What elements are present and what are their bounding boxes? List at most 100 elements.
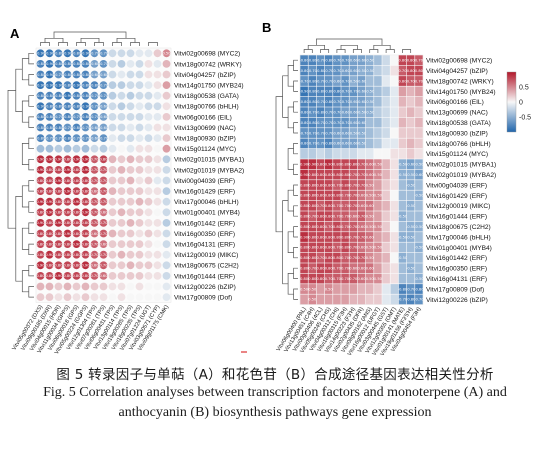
panel-a-cell-value: 0.60 bbox=[90, 189, 99, 193]
panel-a-cell bbox=[162, 208, 171, 217]
panel-a-cell bbox=[72, 102, 81, 111]
panel-a-row-label: Vitvi14g01750 (MYB24) bbox=[174, 83, 244, 90]
panel-a-cell-value: 0.80 bbox=[45, 221, 54, 225]
panel-a-cell-value: 0.70 bbox=[99, 179, 108, 183]
panel-b-cell bbox=[324, 96, 333, 107]
figure-graphic: A B -0.90 -0.90 -0.80 -0.90 -0.80 -0.90 -0.70-… bbox=[7, 20, 531, 357]
panel-b-cell-value: 0.60 bbox=[366, 204, 375, 208]
panel-b-cell bbox=[365, 221, 374, 232]
panel-b-cell-value: -0.80 bbox=[299, 121, 309, 125]
panel-b-cell bbox=[406, 211, 415, 222]
panel-a-cell-value: 0.80 bbox=[45, 242, 54, 246]
panel-b-cell-value: -0.50 bbox=[406, 173, 416, 177]
panel-a-cell-value: -0.90 bbox=[63, 94, 73, 98]
panel-a-col-dendrogram bbox=[40, 31, 158, 46]
panel-a-cell bbox=[81, 60, 90, 68]
panel-b-cell bbox=[415, 221, 423, 232]
panel-a-cell bbox=[126, 123, 135, 132]
panel-b-cell-value: 0.70 bbox=[316, 256, 325, 260]
panel-a-cell-value: 0.80 bbox=[81, 274, 90, 278]
panel-a-cell bbox=[99, 176, 108, 185]
panel-b-row-label: Vitvi18g00930 (bZIP) bbox=[426, 130, 488, 137]
panel-b-cell bbox=[333, 117, 341, 128]
panel-b-cell-value: 0.60 bbox=[357, 277, 366, 281]
panel-b-cell-value: -0.60 bbox=[357, 90, 367, 94]
panel-a-cell bbox=[126, 229, 135, 238]
panel-b-cell-value: -0.50 bbox=[357, 142, 367, 146]
panel-b-cell bbox=[333, 76, 341, 86]
panel-b-cell bbox=[374, 221, 382, 232]
panel-b-cell bbox=[374, 128, 382, 138]
panel-a-cell-value: -0.90 bbox=[45, 52, 55, 56]
panel-a-row-label: Vitvi13g00699 (NAC) bbox=[174, 125, 236, 132]
panel-b-cell-value: -0.70 bbox=[340, 59, 350, 63]
panel-b-cell bbox=[357, 117, 366, 128]
panel-b-cell bbox=[365, 273, 374, 284]
panel-a-cell bbox=[45, 282, 54, 291]
panel-b-cell bbox=[324, 65, 333, 76]
panel-a-cell-value: -0.80 bbox=[72, 105, 82, 109]
panel-a-cell bbox=[45, 60, 54, 68]
panel-a-cell bbox=[126, 293, 135, 301]
panel-a-cell bbox=[45, 155, 54, 164]
panel-a-cell bbox=[162, 261, 171, 270]
panel-b-cell-value: 0.80 bbox=[300, 277, 309, 281]
panel-a-cell bbox=[126, 166, 135, 174]
panel-a-cell bbox=[81, 197, 90, 206]
panel-b-cell-value: 0.60 bbox=[349, 215, 358, 219]
panel-b-cell bbox=[415, 242, 423, 253]
panel-a-cell bbox=[99, 91, 108, 100]
panel-a-cell-value: 0.80 bbox=[72, 221, 81, 225]
panel-b-cell bbox=[374, 211, 382, 222]
panel-b-cell bbox=[374, 232, 382, 242]
panel-b-cell bbox=[382, 273, 390, 284]
panel-a-cell bbox=[144, 134, 153, 143]
panel-a-cell-value: -0.80 bbox=[54, 94, 64, 98]
panel-a-cell bbox=[108, 144, 117, 153]
panel-a-cell bbox=[54, 293, 63, 301]
panel-a-cell-value: 0.80 bbox=[45, 168, 54, 172]
panel-a-cell-value: 0.90 bbox=[45, 211, 54, 215]
panel-b-cell-value: 0.70 bbox=[341, 204, 350, 208]
panel-a-cell bbox=[162, 113, 171, 121]
panel-b-cell bbox=[341, 180, 349, 190]
panel-a-cell bbox=[108, 49, 117, 58]
panel-a-cell bbox=[36, 134, 45, 143]
panel-b-cell-value: 0.80 bbox=[316, 173, 325, 177]
panel-a-cell-value: 0.90 bbox=[45, 158, 54, 162]
panel-b-cell-value: -0.50 bbox=[365, 90, 375, 94]
panel-b-cell-value: 0.90 bbox=[300, 235, 309, 239]
panel-b-row-label: Vitvi00g04039 (ERF) bbox=[426, 182, 487, 189]
panel-b-cell-value: 0.70 bbox=[341, 256, 350, 260]
panel-b-cell bbox=[300, 169, 308, 180]
panel-a-cell-value: 0.80 bbox=[45, 179, 54, 183]
panel-b-cell bbox=[374, 200, 382, 211]
panel-a-cell bbox=[81, 134, 90, 143]
panel-b-cell bbox=[390, 232, 399, 242]
panel-a-cell bbox=[135, 197, 144, 206]
panel-a-cell bbox=[126, 113, 135, 121]
panel-a-cell-value: -0.80 bbox=[81, 73, 91, 77]
panel-b-cell bbox=[415, 96, 423, 107]
panel-b-cell-value: 0.70 bbox=[308, 215, 317, 219]
panel-b-cell-value: -0.80 bbox=[324, 100, 334, 104]
panel-a-cell bbox=[72, 187, 81, 196]
panel-b-cell bbox=[390, 263, 399, 274]
panel-b-cell-value: 0.80 bbox=[308, 277, 317, 281]
panel-b-cell bbox=[398, 169, 407, 180]
panel-b-cell bbox=[357, 273, 366, 284]
panel-b-cell-value: 0.60 bbox=[366, 173, 375, 177]
panel-b-cell bbox=[308, 76, 317, 86]
panel-a-cell bbox=[108, 240, 117, 249]
panel-b-cell-value: 0.70 bbox=[349, 246, 358, 250]
panel-a-cell bbox=[45, 49, 54, 58]
panel-b-cell-value: 0.80 bbox=[398, 79, 407, 83]
panel-b-cell-value: 0.50 bbox=[374, 194, 383, 198]
panel-b-cell-value: 0.70 bbox=[341, 277, 350, 281]
panel-b-cell bbox=[365, 86, 374, 97]
panel-a-cell bbox=[108, 250, 117, 259]
panel-a-cell-value: 0.80 bbox=[63, 253, 72, 257]
panel-a-cell bbox=[63, 155, 72, 164]
panel-a-cell bbox=[72, 219, 81, 227]
panel-a-cell bbox=[54, 123, 63, 132]
